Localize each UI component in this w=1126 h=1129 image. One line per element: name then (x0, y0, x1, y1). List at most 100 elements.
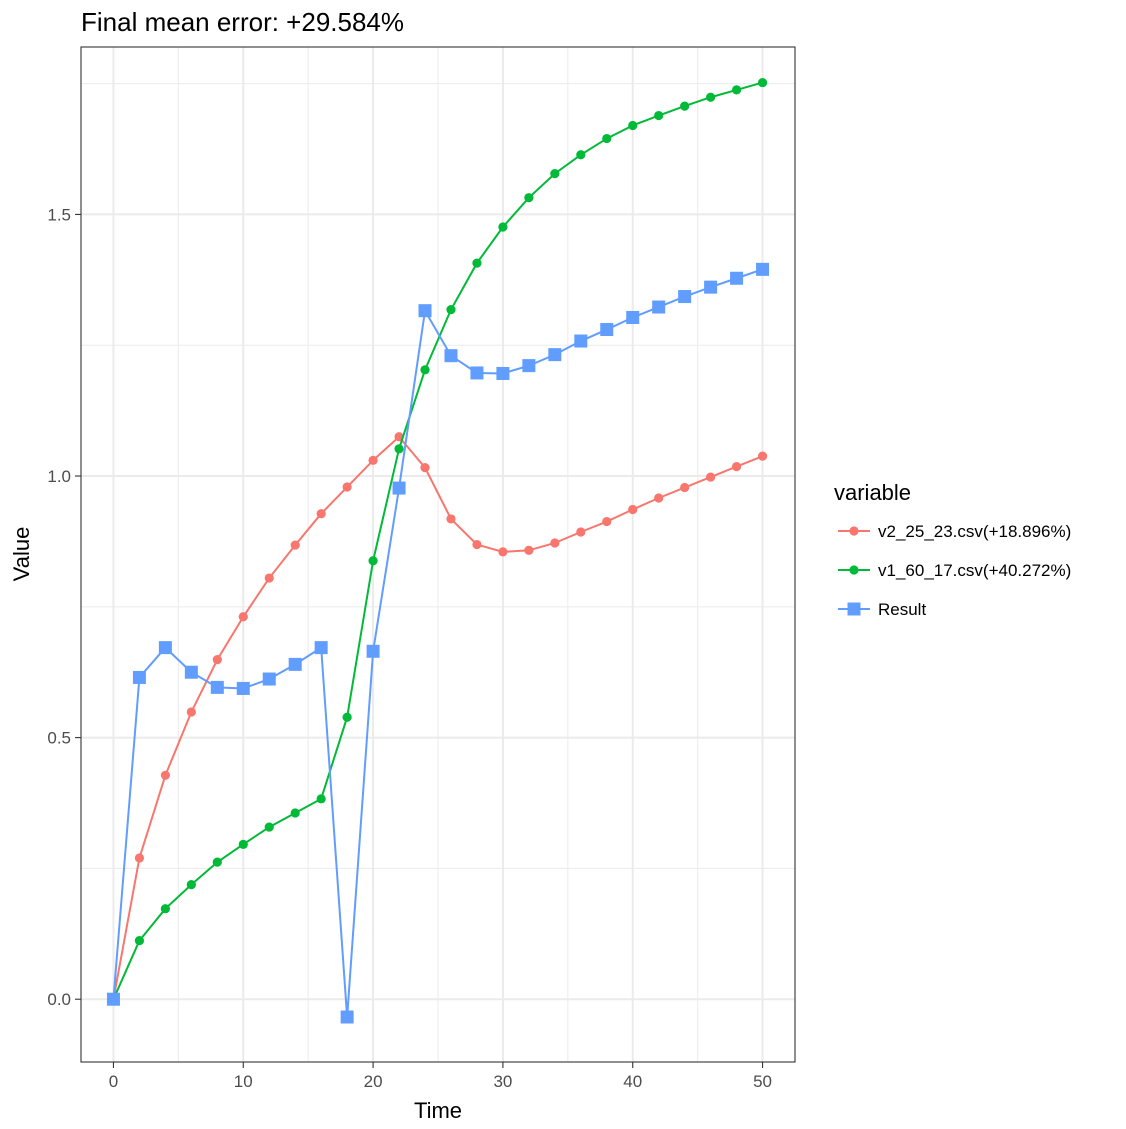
data-point (496, 366, 510, 380)
plot-border (80, 46, 796, 1063)
data-point (678, 290, 692, 304)
data-point (654, 493, 664, 503)
data-point (262, 672, 276, 686)
data-point (342, 712, 352, 722)
data-point (446, 305, 456, 315)
data-point (706, 472, 716, 482)
minor-gridlines (81, 47, 795, 1062)
data-point (472, 539, 482, 550)
legend-label: v1_60_17.csv(+40.272%) (878, 561, 1071, 580)
data-point (602, 133, 612, 144)
series-line (112, 81, 763, 1000)
x-tick-label: 50 (753, 1072, 772, 1091)
x-axis: 0 10 20 30 40 50 (109, 1062, 772, 1091)
x-tick-label: 40 (623, 1072, 642, 1091)
data-point (730, 271, 744, 285)
chart-title: Final mean error: +29.584% (81, 7, 404, 37)
data-point (134, 853, 145, 863)
legend-item: Result (838, 600, 926, 619)
data-point (652, 300, 666, 314)
series-2 (108, 77, 768, 1004)
y-axis: 0.0 0.5 1.0 1.5 (47, 205, 81, 1009)
data-point (731, 462, 742, 472)
y-tick-label: 1.5 (47, 205, 71, 224)
data-point (418, 304, 432, 318)
x-tick-label: 10 (234, 1072, 253, 1091)
data-point (550, 538, 560, 548)
data-point (210, 680, 224, 694)
data-point (342, 482, 352, 492)
x-tick-label: 20 (364, 1072, 383, 1091)
data-point (574, 334, 588, 348)
series-3 (106, 262, 770, 1024)
data-point (704, 280, 718, 294)
data-point (316, 794, 326, 804)
legend-key-marker (849, 565, 859, 575)
data-point (316, 509, 326, 519)
legend-title: variable (834, 480, 911, 505)
data-point (158, 641, 172, 655)
data-point (132, 670, 146, 684)
y-tick-label: 0.5 (47, 729, 71, 748)
data-point (600, 323, 614, 337)
data-point (288, 657, 302, 671)
data-point (238, 839, 248, 849)
data-point (550, 169, 560, 179)
data-point (757, 451, 768, 461)
data-point (212, 857, 222, 867)
x-axis-title: Time (414, 1098, 462, 1123)
data-point (340, 1010, 354, 1024)
data-point (392, 481, 406, 495)
data-point (524, 545, 534, 555)
legend-label: v2_25_23.csv(+18.896%) (878, 522, 1071, 541)
y-tick-label: 0.0 (47, 990, 71, 1009)
data-point (264, 822, 274, 832)
data-point (134, 936, 145, 946)
data-point (498, 222, 508, 232)
data-point (548, 348, 562, 362)
data-point (184, 665, 198, 679)
data-point (470, 366, 484, 380)
data-point (680, 101, 690, 111)
data-point (160, 904, 170, 914)
data-point (186, 707, 196, 717)
data-point (602, 516, 612, 527)
data-point (212, 655, 222, 665)
series-layer (106, 77, 770, 1024)
data-point (628, 120, 638, 131)
data-point (756, 262, 770, 276)
data-point (368, 556, 378, 566)
data-point (472, 258, 482, 268)
x-tick-label: 30 (493, 1072, 512, 1091)
data-point (524, 193, 534, 203)
data-point (394, 444, 404, 454)
data-point (314, 641, 328, 655)
data-point (366, 644, 380, 658)
data-point (368, 455, 378, 465)
legend: variable v2_25_23.csv(+18.896%) v1_60_17.… (834, 480, 1071, 619)
data-point (290, 540, 300, 550)
data-point (522, 359, 536, 373)
legend-label: Result (878, 600, 926, 619)
data-point (680, 482, 690, 493)
data-point (106, 992, 120, 1006)
data-point (444, 349, 458, 363)
data-point (706, 92, 716, 102)
data-point (731, 85, 742, 95)
data-point (498, 547, 508, 557)
data-point (236, 681, 250, 695)
data-point (576, 527, 586, 537)
data-point (757, 77, 768, 88)
x-tick-label: 0 (109, 1072, 118, 1091)
data-point (446, 514, 456, 524)
series-line (112, 435, 763, 1000)
legend-key-marker (847, 602, 861, 616)
data-point (420, 365, 430, 375)
legend-item: v2_25_23.csv(+18.896%) (838, 522, 1071, 541)
legend-key-marker (849, 526, 859, 536)
y-tick-label: 1.0 (47, 467, 71, 486)
data-point (238, 612, 248, 622)
y-axis-title: Value (9, 527, 34, 582)
data-point (654, 110, 664, 121)
